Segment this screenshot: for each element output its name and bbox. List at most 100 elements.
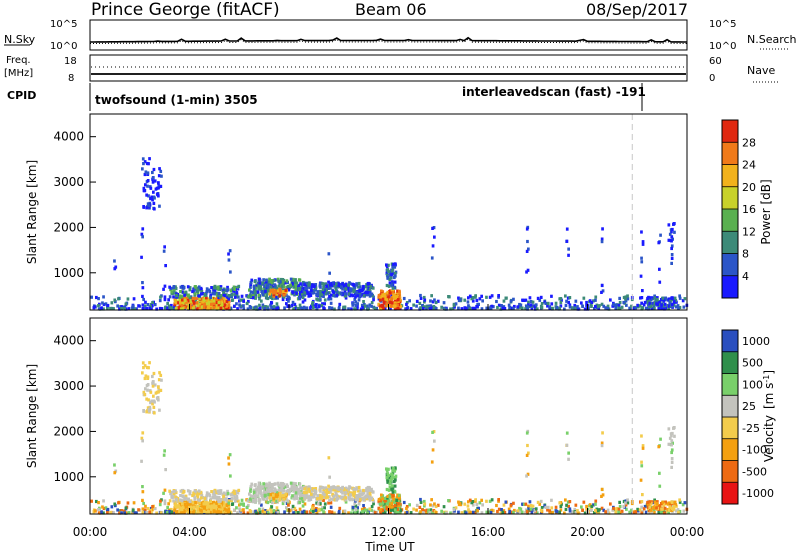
power-cell	[624, 299, 628, 303]
power-cell	[643, 300, 647, 305]
power-cell	[565, 239, 569, 243]
velocity-cell	[559, 504, 563, 509]
power-cell	[187, 294, 190, 298]
power-cell	[670, 253, 674, 257]
power-cell	[200, 305, 204, 309]
velocity-cell	[392, 497, 395, 501]
power-cell	[390, 297, 394, 301]
power-cell	[293, 302, 297, 306]
velocity-cell	[219, 489, 223, 493]
velocity-cell	[368, 491, 372, 496]
velocity-cell	[288, 509, 292, 513]
power-cell	[393, 271, 397, 276]
velocity-cell	[225, 497, 228, 501]
velocity-cell	[618, 504, 622, 509]
power-cell	[164, 264, 167, 268]
power-cell	[172, 295, 175, 299]
velocity-cell	[397, 502, 400, 506]
velocity-cell	[310, 489, 313, 493]
power-cell	[379, 307, 383, 311]
power-cell	[670, 261, 673, 265]
velocity-cell	[153, 411, 156, 415]
velocity-cell	[292, 511, 295, 515]
velocity-cell	[141, 371, 144, 375]
power-cell	[247, 299, 250, 304]
power-cell	[657, 307, 661, 311]
velocity-cell	[219, 508, 223, 512]
velocity-cell	[468, 510, 471, 514]
velocity-cell	[653, 498, 656, 502]
velocity-cell	[266, 509, 269, 513]
velocity-cell	[368, 507, 372, 511]
power-cell	[163, 295, 167, 299]
power-cell	[264, 305, 267, 309]
power-cell	[533, 307, 537, 311]
power-cell	[454, 302, 458, 306]
power-cell	[187, 303, 191, 307]
velocity-cell	[282, 486, 286, 490]
velocity-cell	[183, 509, 186, 513]
velocity-cell	[174, 489, 177, 493]
power-cell	[388, 277, 392, 281]
velocity-cell	[278, 496, 282, 500]
velocity-cell	[585, 508, 588, 512]
velocity-cell	[307, 487, 310, 491]
velocity-cell	[276, 481, 280, 485]
power-cell	[274, 290, 277, 294]
power-cell	[173, 302, 177, 307]
nave-tick-low: 0	[709, 73, 715, 84]
power-cell	[641, 242, 645, 246]
power-cell	[298, 303, 302, 307]
power-cell	[157, 181, 160, 185]
power-cell	[235, 291, 239, 295]
velocity-cell	[252, 510, 255, 514]
velocity-cell	[181, 494, 184, 498]
velocity-cell	[662, 502, 666, 506]
power-cell	[397, 289, 401, 293]
velocity-cell	[468, 498, 472, 502]
power-cell	[200, 290, 203, 294]
velocity-cell	[436, 503, 440, 507]
power-cell	[126, 297, 130, 301]
velocity-cell	[257, 481, 261, 485]
power-cell	[179, 290, 182, 294]
power-cell	[535, 307, 539, 311]
velocity-cell	[222, 500, 226, 504]
power-cell	[295, 284, 299, 288]
velocity-cell	[639, 500, 642, 504]
power-cell	[305, 290, 309, 294]
power-cell	[383, 301, 386, 305]
velocity-cell	[581, 508, 584, 512]
power-cell	[294, 287, 298, 291]
power-cell	[539, 304, 543, 308]
power-cell	[217, 291, 221, 296]
velocity-cell	[559, 508, 563, 512]
power-cell	[452, 303, 456, 308]
power-cell	[558, 306, 561, 310]
velocity-cell	[143, 393, 147, 397]
velocity-cell	[391, 495, 395, 499]
velocity-cell	[158, 503, 162, 507]
power-cell	[215, 298, 218, 302]
power-cell	[319, 298, 322, 302]
power-cell	[258, 297, 261, 301]
power-ytick-label: 4000	[53, 130, 84, 144]
velocity-cell	[227, 505, 230, 509]
power-cell	[362, 284, 365, 289]
power-cell	[393, 294, 397, 298]
velocity-cell	[279, 481, 283, 486]
velocity-cell	[266, 484, 270, 488]
power-cell	[101, 301, 104, 305]
velocity-cell	[393, 469, 397, 473]
power-cell	[202, 298, 206, 302]
power-cell	[432, 226, 436, 230]
velocity-cell	[649, 501, 653, 505]
velocity-cell	[214, 504, 218, 509]
power-cell	[628, 306, 631, 310]
velocity-cell	[315, 507, 318, 511]
velocity-cell	[194, 490, 197, 494]
velocity-cell	[151, 384, 155, 388]
power-cell	[600, 283, 604, 287]
power-cell	[232, 285, 236, 289]
